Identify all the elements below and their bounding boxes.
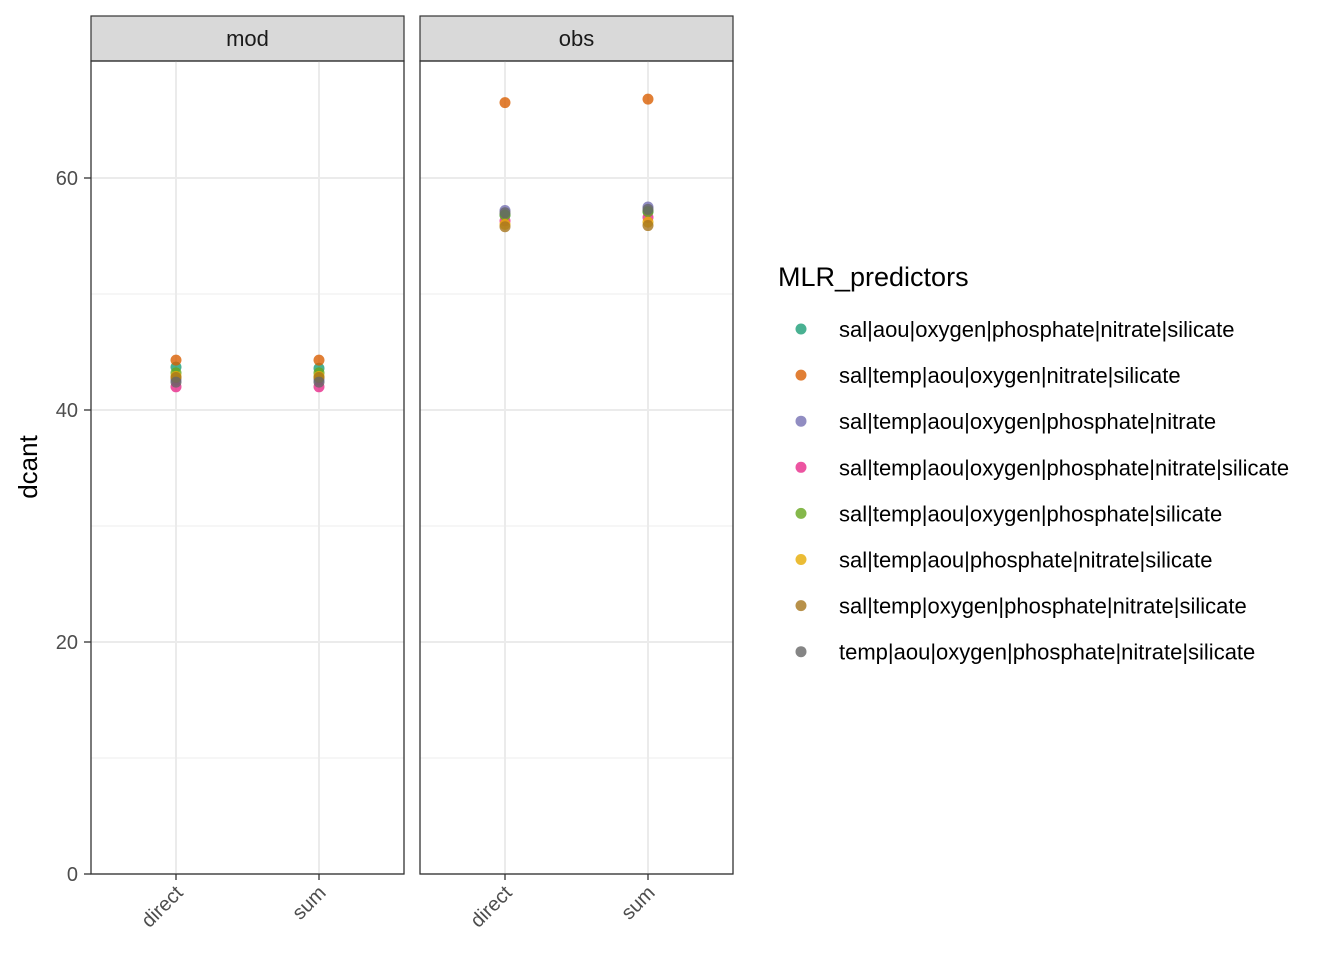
legend-item: sal|temp|oxygen|phosphate|nitrate|silica… — [795, 594, 1247, 619]
x-tick-label-sum: sum — [288, 882, 330, 924]
point-mod-direct-1 — [170, 354, 182, 366]
point-mod-sum-7 — [313, 376, 325, 388]
legend-key — [795, 646, 807, 658]
legend-label: sal|aou|oxygen|phosphate|nitrate|silicat… — [839, 317, 1235, 342]
legend-title: MLR_predictors — [778, 262, 969, 292]
strip-label-mod: mod — [226, 26, 269, 51]
legend-key — [795, 461, 807, 473]
point-obs-direct-6 — [499, 221, 511, 233]
y-tick-label-40: 40 — [56, 400, 78, 422]
point-mod-sum-1 — [313, 354, 325, 366]
legend-items: sal|aou|oxygen|phosphate|nitrate|silicat… — [795, 317, 1289, 665]
legend-key — [795, 554, 807, 565]
point-obs-sum-1 — [642, 93, 654, 105]
legend-key — [795, 600, 807, 612]
legend-key — [795, 323, 807, 335]
strip-obs — [419, 15, 734, 62]
facet-panels: mod direct sum obs direct sum — [90, 15, 734, 932]
point-mod-direct-7 — [170, 376, 182, 388]
legend-item: sal|temp|aou|oxygen|phosphate|silicate — [795, 501, 1222, 526]
legend-label: sal|temp|oxygen|phosphate|nitrate|silica… — [839, 594, 1247, 619]
legend-item: sal|temp|aou|oxygen|phosphate|nitrate — [795, 409, 1216, 434]
legend-item: sal|temp|aou|phosphate|nitrate|silicate — [795, 548, 1212, 573]
legend-label: sal|temp|aou|oxygen|nitrate|silicate — [839, 363, 1181, 388]
x-tick-label-sum: sum — [617, 882, 659, 924]
panel-obs: obs direct sum — [419, 15, 734, 932]
point-obs-sum-6 — [642, 220, 654, 232]
legend-item: temp|aou|oxygen|phosphate|nitrate|silica… — [795, 640, 1255, 665]
y-axis-title: dcant — [13, 434, 43, 498]
x-tick-label-direct: direct — [137, 882, 187, 932]
panel-border — [419, 60, 734, 875]
y-tick-label-0: 0 — [67, 864, 78, 886]
y-axis: 0 20 40 60 — [56, 168, 91, 886]
y-tick-label-60: 60 — [56, 168, 78, 190]
panel-border — [90, 60, 405, 875]
x-tick-label-direct: direct — [466, 882, 516, 932]
legend-item: sal|temp|aou|oxygen|nitrate|silicate — [795, 363, 1181, 388]
y-tick-label-20: 20 — [56, 632, 78, 654]
strip-mod — [90, 15, 405, 62]
strip-label-obs: obs — [559, 26, 594, 51]
point-obs-direct-7 — [499, 207, 511, 219]
legend-key — [795, 415, 807, 427]
panel-mod: mod direct sum — [90, 15, 405, 932]
legend: MLR_predictors sal|aou|oxygen|phosphate|… — [778, 262, 1289, 665]
legend-key — [795, 507, 807, 519]
legend-label: sal|temp|aou|oxygen|phosphate|nitrate|si… — [839, 455, 1289, 480]
legend-label: sal|temp|aou|phosphate|nitrate|silicate — [839, 548, 1212, 573]
legend-label: sal|temp|aou|oxygen|phosphate|silicate — [839, 501, 1222, 526]
legend-key — [795, 369, 807, 381]
point-obs-direct-1 — [499, 97, 511, 109]
legend-item: sal|temp|aou|oxygen|phosphate|nitrate|si… — [795, 455, 1289, 480]
legend-label: temp|aou|oxygen|phosphate|nitrate|silica… — [839, 640, 1255, 665]
legend-item: sal|aou|oxygen|phosphate|nitrate|silicat… — [795, 317, 1235, 342]
point-obs-sum-7 — [642, 203, 654, 215]
legend-label: sal|temp|aou|oxygen|phosphate|nitrate — [839, 409, 1216, 434]
